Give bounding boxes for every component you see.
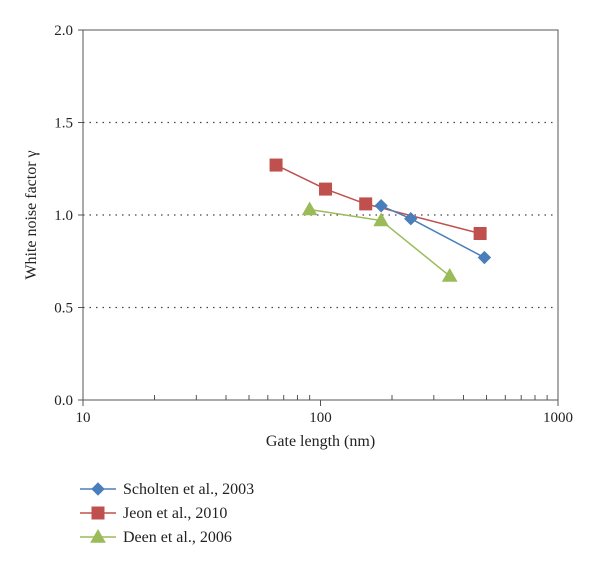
series-layer — [269, 158, 492, 282]
data-point — [404, 211, 418, 226]
legend-label: Jeon et al., 2010 — [123, 505, 227, 522]
data-point — [441, 268, 458, 282]
legend-item: Scholten et al., 2003 — [80, 481, 254, 498]
y-axis-title: White noise factor γ — [23, 150, 40, 279]
y-tick-label: 1.0 — [54, 208, 73, 224]
legend-label: Scholten et al., 2003 — [123, 481, 254, 498]
legend-marker — [91, 506, 105, 520]
legend-item: Deen et al., 2006 — [80, 528, 232, 546]
y-tick-label: 2.0 — [54, 23, 73, 39]
data-point — [269, 158, 283, 172]
data-point — [477, 250, 492, 265]
x-tick-label: 1000 — [543, 410, 573, 426]
legend: Scholten et al., 2003 Jeon et al., 2010 De… — [80, 481, 254, 546]
y-tick-label: 0.5 — [54, 301, 73, 317]
x-minor-ticks — [153, 395, 548, 400]
y-axis-ticks: 0.0 0.5 1.0 1.5 2.0 — [54, 23, 83, 409]
x-axis-title: Gate length (nm) — [266, 433, 375, 450]
grid-lines — [83, 121, 558, 309]
series-line — [275, 164, 481, 235]
data-point — [319, 182, 333, 196]
legend-label: Deen et al., 2006 — [123, 529, 232, 546]
x-axis-ticks: 10 100 1000 — [76, 400, 573, 426]
y-tick-label: 1.5 — [54, 116, 73, 132]
y-tick-label: 0.0 — [54, 393, 73, 409]
data-point — [359, 197, 373, 211]
data-point — [373, 212, 389, 227]
x-tick-label: 10 — [76, 410, 91, 426]
legend-marker — [90, 528, 106, 543]
legend-marker — [91, 482, 105, 496]
series-1 — [269, 158, 487, 240]
data-point — [374, 199, 388, 213]
legend-item: Jeon et al., 2010 — [80, 505, 227, 522]
data-point — [301, 201, 318, 216]
x-tick-label: 100 — [309, 410, 332, 426]
series-2 — [301, 201, 458, 282]
data-point — [473, 227, 487, 240]
series-0 — [374, 199, 492, 265]
